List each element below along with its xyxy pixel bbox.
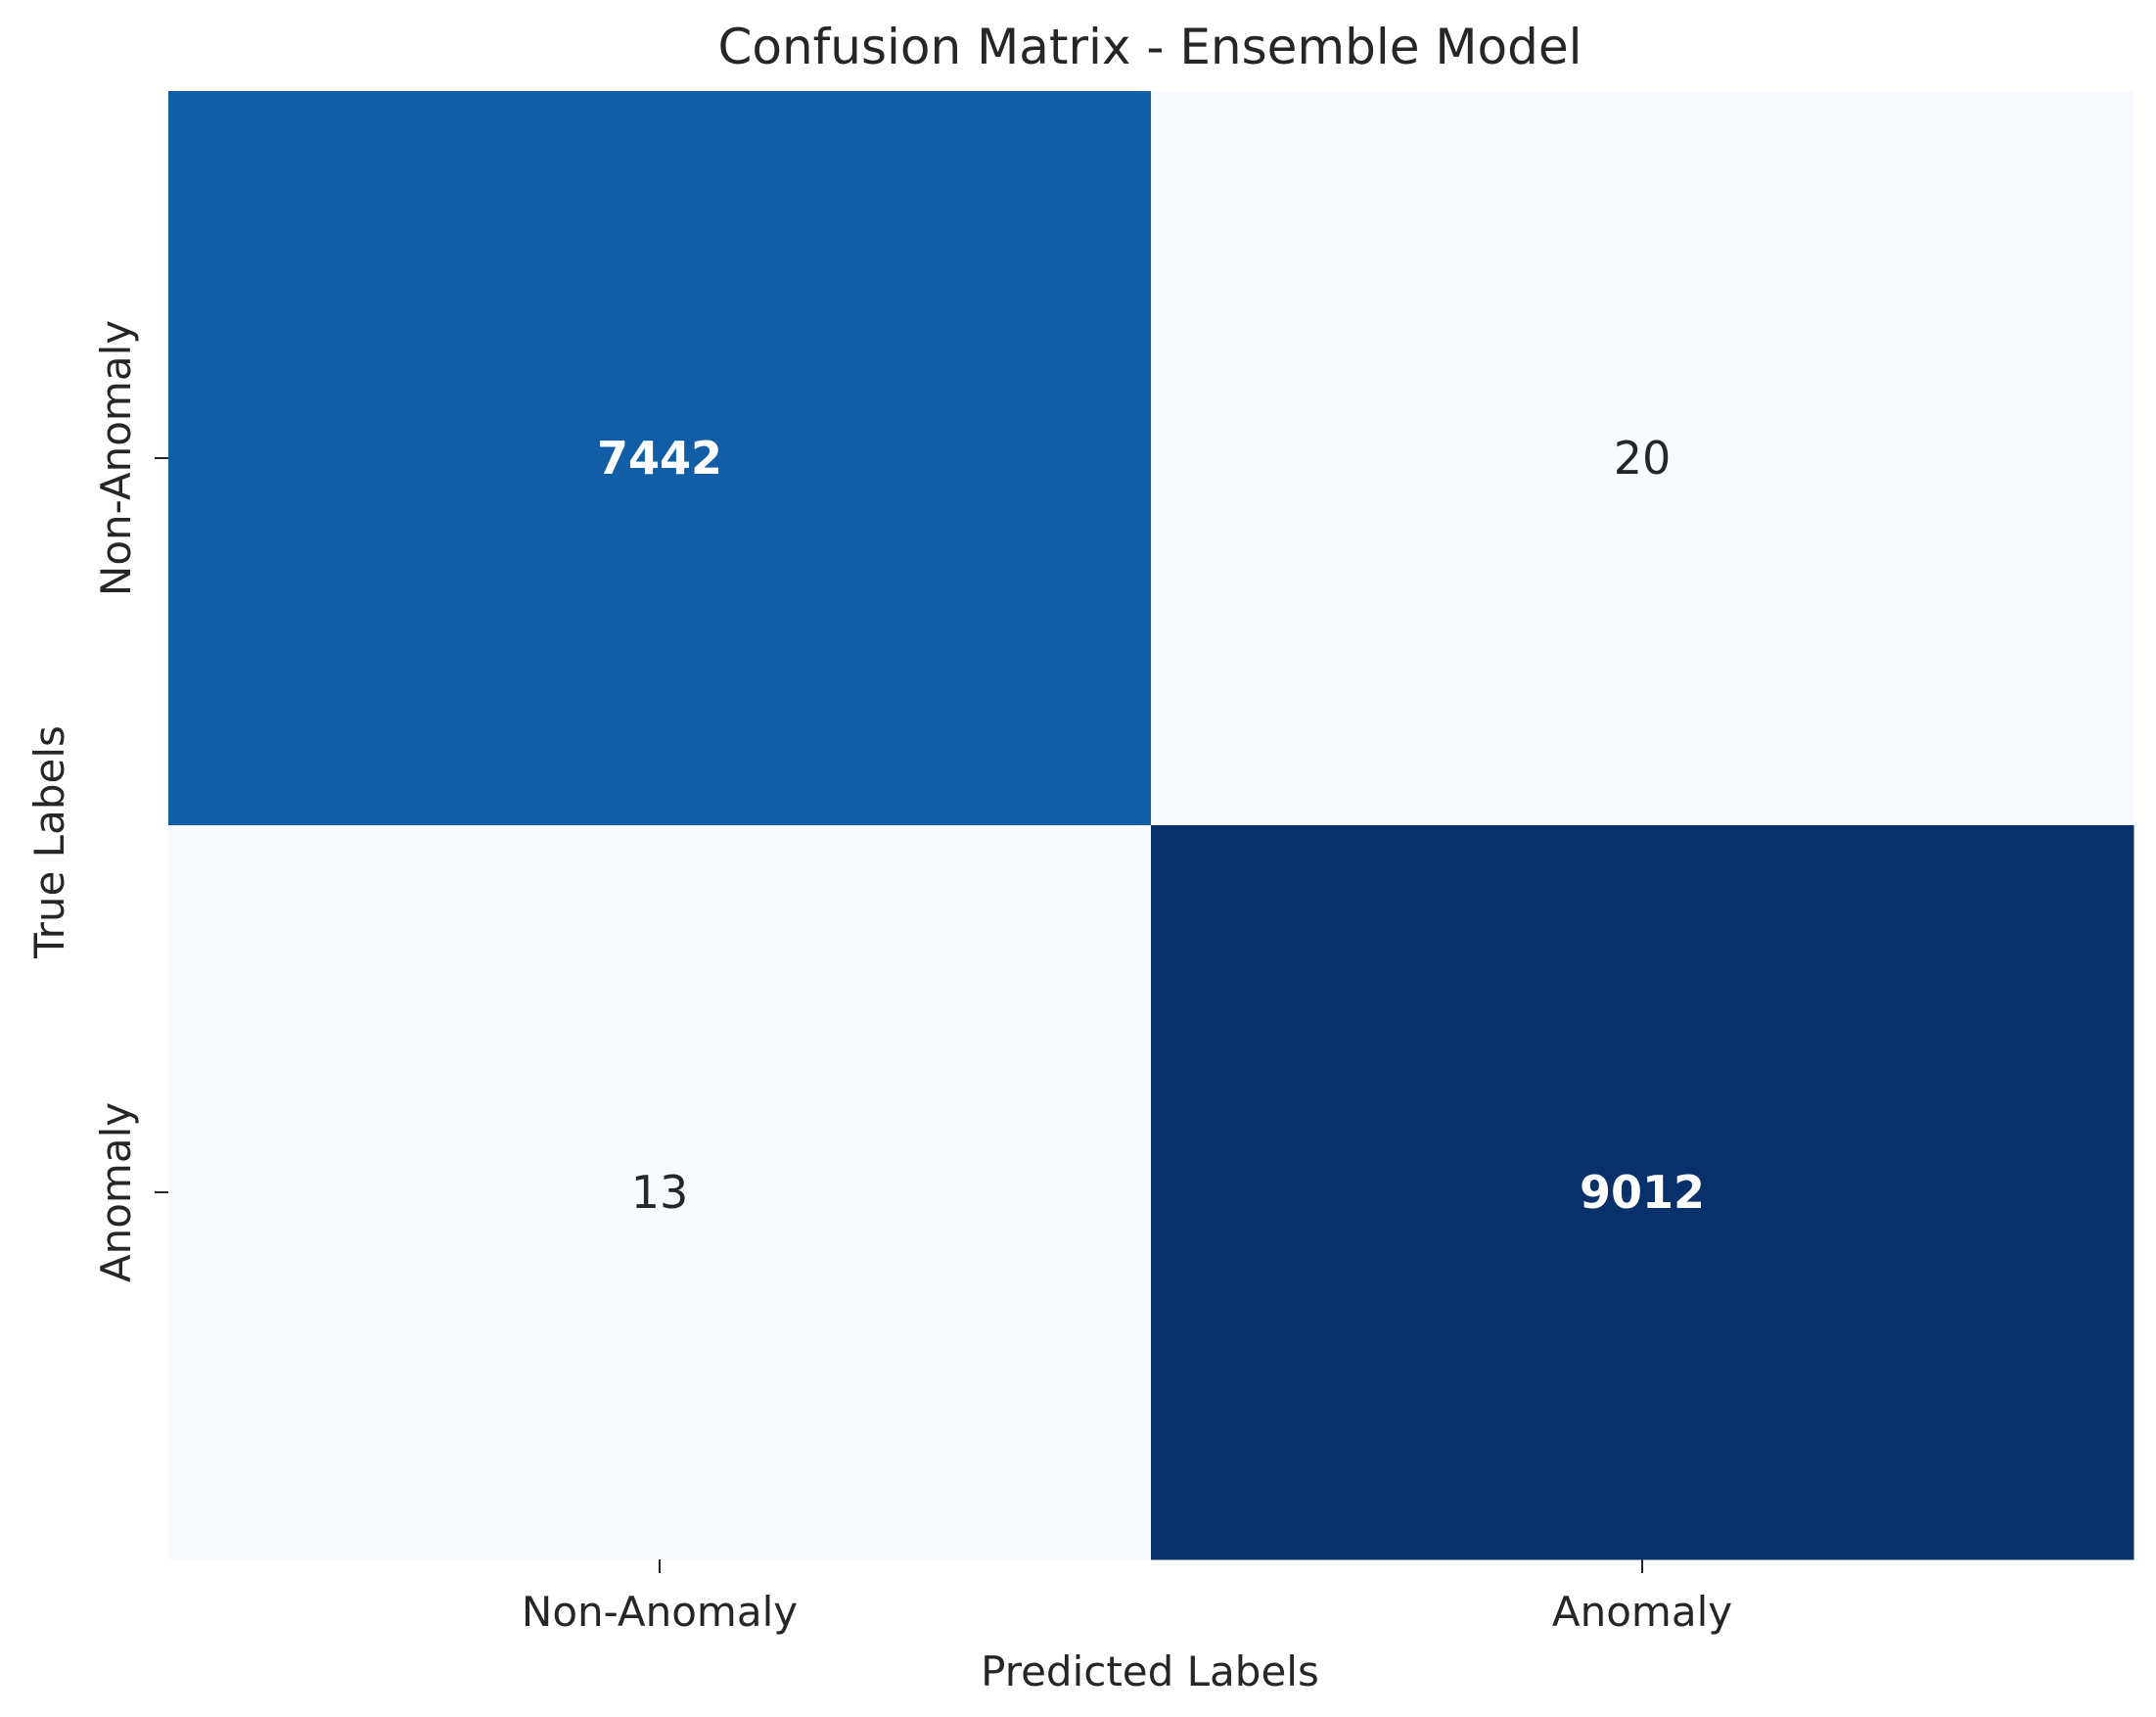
- y-tick-label: Non-Anomaly: [92, 320, 140, 596]
- axis-ticks: Non-Anomaly Anomaly Non-Anomaly Anomaly: [92, 320, 1732, 1636]
- cell-value-label: 20: [1614, 432, 1672, 485]
- x-tick-label: Anomaly: [1552, 1588, 1732, 1636]
- cell-value-label: 7442: [597, 432, 722, 485]
- heatmap-cell: [168, 825, 1152, 1560]
- y-tick-label: Anomaly: [92, 1102, 140, 1282]
- cell-value-label: 9012: [1580, 1166, 1705, 1219]
- heatmap-cell: [168, 91, 1152, 826]
- heatmap-cell: [1151, 825, 2134, 1560]
- heatmap-cell: [1151, 91, 2134, 826]
- x-axis-label: Predicted Labels: [981, 1647, 1319, 1695]
- cell-value-label: 13: [631, 1166, 689, 1219]
- chart-title: Confusion Matrix - Ensemble Model: [717, 19, 1582, 75]
- x-tick-label: Non-Anomaly: [522, 1588, 798, 1636]
- y-axis-label: True Labels: [25, 725, 73, 959]
- heatmap-cells: 7442 20 13 9012: [168, 91, 2134, 1560]
